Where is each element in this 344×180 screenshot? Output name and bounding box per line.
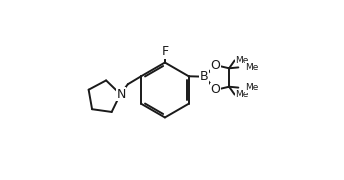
Text: O: O bbox=[210, 83, 220, 96]
Text: O: O bbox=[210, 59, 220, 72]
Text: B: B bbox=[200, 70, 208, 83]
Text: Me: Me bbox=[236, 90, 249, 99]
Text: N: N bbox=[116, 88, 126, 101]
Text: Me: Me bbox=[245, 83, 258, 92]
Text: F: F bbox=[161, 45, 169, 58]
Text: Me: Me bbox=[236, 56, 249, 65]
Text: Me: Me bbox=[245, 63, 258, 72]
